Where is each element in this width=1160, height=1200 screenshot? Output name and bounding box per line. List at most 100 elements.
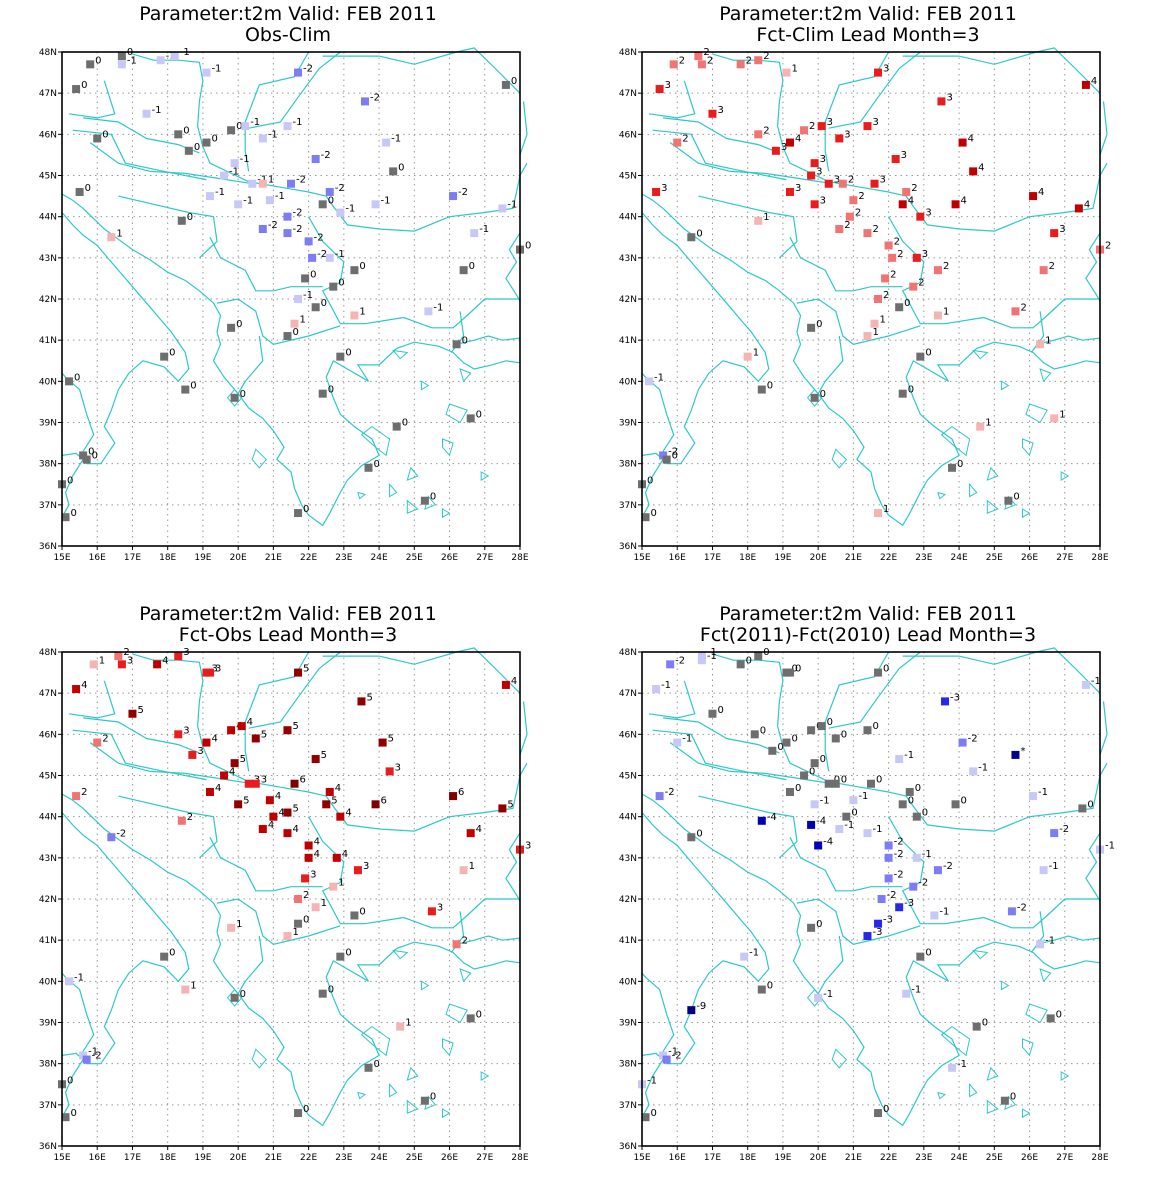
lat-tick-label: 44N — [39, 813, 57, 823]
station-value: -1 — [844, 820, 854, 831]
station-marker — [248, 179, 257, 188]
station-marker — [1039, 266, 1048, 275]
lon-tick-label: 28E — [1091, 1153, 1108, 1163]
station-value: 0 — [328, 985, 334, 996]
station-value: 1 — [1059, 409, 1065, 420]
station-value: 0 — [67, 1075, 73, 1086]
lon-tick-label: 24E — [951, 1153, 968, 1163]
station-value: 0 — [303, 504, 309, 515]
station-value: 4 — [978, 162, 984, 173]
station-marker — [912, 812, 921, 821]
station-marker — [220, 771, 229, 780]
station-marker — [234, 800, 243, 809]
island — [442, 1038, 454, 1057]
station-value: -1 — [88, 1046, 98, 1057]
station-marker — [930, 911, 939, 920]
lat-tick-label: 43N — [39, 254, 57, 264]
lon-tick-label: 28E — [1091, 553, 1108, 563]
station-marker — [301, 274, 310, 283]
station-value: 0 — [345, 948, 351, 959]
station-marker — [814, 841, 823, 850]
station-value: 2 — [943, 261, 949, 272]
station-value: -1 — [668, 1046, 678, 1057]
station-value: 1 — [190, 981, 196, 992]
station-value: -1 — [661, 680, 671, 691]
island — [971, 949, 989, 960]
station-value: 2 — [897, 249, 903, 260]
station-marker — [294, 895, 303, 903]
station-value: -1 — [507, 199, 517, 210]
lon-tick-label: 21E — [845, 553, 862, 563]
station-value: 0 — [1056, 1009, 1062, 1020]
station-value: 5 — [321, 750, 327, 761]
coastline — [505, 232, 521, 302]
island — [1060, 1071, 1070, 1081]
station-value: 0 — [240, 989, 246, 1000]
lon-tick-label: 23E — [915, 553, 932, 563]
panel-fct-obs: Parameter:t2m Valid: FEB 2011 Fct-Obs Le… — [0, 600, 580, 1200]
station-value: 0 — [236, 121, 242, 132]
station-value: 0 — [915, 783, 921, 794]
station-value: 0 — [88, 446, 94, 457]
lat-tick-label: 38N — [39, 1060, 57, 1070]
station-value: -1 — [303, 290, 313, 301]
lon-tick-label: 19E — [194, 553, 211, 563]
station-value: 4 — [314, 836, 320, 847]
station-value: 0 — [194, 142, 200, 153]
station-value: -2 — [303, 64, 313, 75]
station-value: -1 — [268, 129, 278, 140]
station-value: -1 — [1045, 935, 1055, 946]
station-value: -1 — [911, 985, 921, 996]
lat-tick-label: 44N — [619, 213, 637, 223]
panel-title-line2: Fct(2011)-Fct(2010) Lead Month=3 — [699, 624, 1037, 646]
station-value: 3 — [211, 664, 217, 675]
lat-tick-label: 41N — [619, 336, 637, 346]
station-marker — [283, 212, 292, 221]
island — [226, 988, 243, 1007]
station-value: 0 — [187, 212, 193, 223]
station-value: 4 — [1038, 187, 1044, 198]
station-value: 0 — [696, 828, 702, 839]
station-marker — [1050, 229, 1059, 238]
station-value: 2 — [1020, 302, 1026, 313]
station-marker — [114, 652, 123, 661]
lat-tick-label: 46N — [619, 730, 637, 740]
station-value: 0 — [922, 808, 928, 819]
station-marker — [1039, 866, 1048, 875]
station-marker — [874, 295, 883, 303]
station-value: -2 — [317, 249, 327, 260]
lon-tick-label: 23E — [915, 1153, 932, 1163]
island — [226, 388, 243, 407]
station-marker — [227, 923, 236, 932]
station-marker — [895, 755, 904, 764]
coastline — [817, 935, 844, 994]
lon-tick-label: 16E — [669, 1153, 686, 1163]
station-value: 0 — [402, 418, 408, 429]
station-marker — [350, 266, 359, 275]
station-marker — [659, 1051, 668, 1060]
station-value: -1 — [166, 51, 176, 62]
station-marker — [687, 1006, 696, 1015]
lat-tick-label: 36N — [39, 542, 57, 552]
panel-title-line2: Obs-Clim — [244, 24, 332, 46]
map-frame: 2134333454553244555345534336424545466524… — [39, 647, 558, 1172]
station-value: -1 — [749, 948, 759, 959]
station-marker — [891, 155, 900, 164]
station-marker — [107, 833, 116, 842]
lon-tick-label: 21E — [265, 1153, 282, 1163]
lon-tick-label: 16E — [89, 553, 106, 563]
island — [937, 491, 947, 500]
island — [1039, 368, 1052, 383]
lat-tick-label: 41N — [39, 936, 57, 946]
station-value: 3 — [901, 150, 907, 161]
station-marker — [227, 126, 236, 135]
station-value: -1 — [904, 750, 914, 761]
lon-tick-label: 25E — [986, 553, 1003, 563]
station-value: 3 — [215, 664, 221, 675]
station-value: 0 — [95, 55, 101, 66]
station-marker — [736, 660, 745, 669]
station-marker — [888, 253, 897, 262]
coastline — [132, 653, 528, 832]
station-marker — [265, 196, 274, 205]
